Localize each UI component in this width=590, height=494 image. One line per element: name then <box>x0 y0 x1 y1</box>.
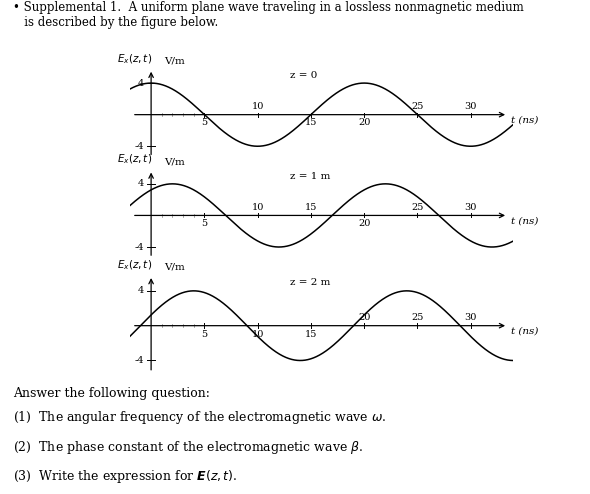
Text: 4: 4 <box>137 287 143 295</box>
Text: t (ns): t (ns) <box>511 216 539 226</box>
Text: 10: 10 <box>251 329 264 338</box>
Text: -4: -4 <box>134 243 143 251</box>
Text: $E_x(z,t)$: $E_x(z,t)$ <box>117 258 152 272</box>
Text: 25: 25 <box>411 313 424 322</box>
Text: t (ns): t (ns) <box>511 116 539 125</box>
Text: 15: 15 <box>304 118 317 127</box>
Text: 10: 10 <box>251 203 264 212</box>
Text: 30: 30 <box>464 313 477 322</box>
Text: 15: 15 <box>304 203 317 212</box>
Text: 15: 15 <box>304 329 317 338</box>
Text: 20: 20 <box>358 313 371 322</box>
Text: V/m: V/m <box>164 158 185 166</box>
Text: 5: 5 <box>201 118 208 127</box>
Text: -4: -4 <box>134 142 143 151</box>
Text: V/m: V/m <box>164 263 185 272</box>
Text: -4: -4 <box>134 356 143 365</box>
Text: 25: 25 <box>411 102 424 111</box>
Text: z = 1 m: z = 1 m <box>290 172 330 181</box>
Text: 5: 5 <box>201 329 208 338</box>
Text: 4: 4 <box>137 179 143 188</box>
Text: z = 0: z = 0 <box>290 71 317 80</box>
Text: 10: 10 <box>251 102 264 111</box>
Text: (1)  The angular frequency of the electromagnetic wave $\omega$.: (1) The angular frequency of the electro… <box>13 409 386 426</box>
Text: 20: 20 <box>358 118 371 127</box>
Text: 4: 4 <box>137 79 143 87</box>
Text: $E_x(z,t)$: $E_x(z,t)$ <box>117 153 152 166</box>
Text: 20: 20 <box>358 219 371 228</box>
Text: (3)  Write the expression for $\boldsymbol{E}(z, t)$.: (3) Write the expression for $\boldsymbo… <box>13 468 238 485</box>
Text: Answer the following question:: Answer the following question: <box>13 387 210 401</box>
Text: z = 2 m: z = 2 m <box>290 278 330 287</box>
Text: • Supplemental 1.  A uniform plane wave traveling in a lossless nonmagnetic medi: • Supplemental 1. A uniform plane wave t… <box>13 1 524 29</box>
Text: $E_x(z,t)$: $E_x(z,t)$ <box>117 52 152 66</box>
Text: (2)  The phase constant of the electromagnetic wave $\beta$.: (2) The phase constant of the electromag… <box>13 439 363 455</box>
Text: V/m: V/m <box>164 57 185 66</box>
Text: 30: 30 <box>464 102 477 111</box>
Text: 30: 30 <box>464 203 477 212</box>
Text: 25: 25 <box>411 203 424 212</box>
Text: t (ns): t (ns) <box>511 327 539 336</box>
Text: 5: 5 <box>201 219 208 228</box>
